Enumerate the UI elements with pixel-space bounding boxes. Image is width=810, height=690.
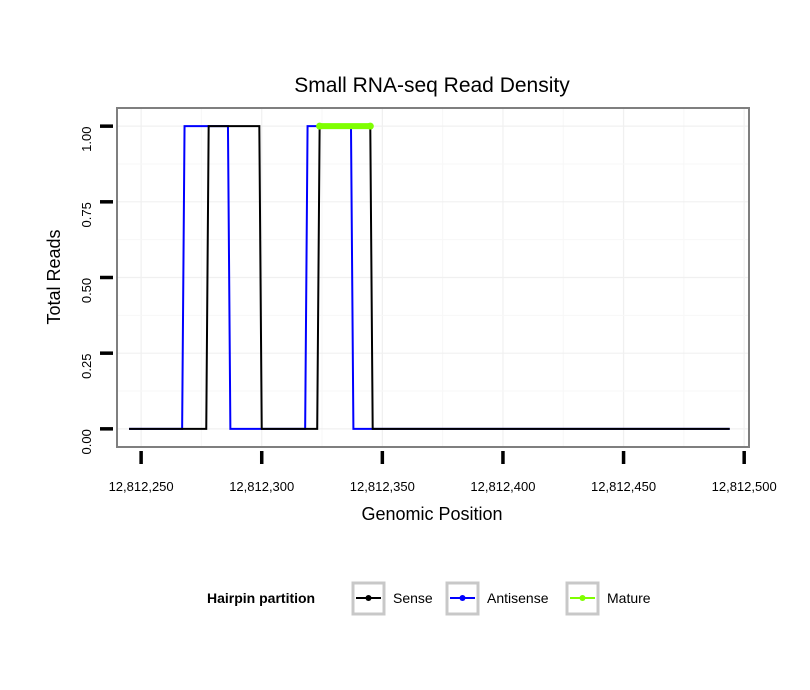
legend-title: Hairpin partition bbox=[207, 590, 315, 606]
x-tick-label: 12,812,250 bbox=[109, 479, 174, 494]
legend: Hairpin partition Sense Antisense Mature bbox=[207, 581, 651, 616]
series-point-mature bbox=[316, 122, 324, 130]
series-point-mature bbox=[366, 122, 374, 130]
y-tick-label: 0.50 bbox=[79, 278, 94, 303]
legend-key-point bbox=[459, 595, 466, 601]
chart-title: Small RNA-seq Read Density bbox=[294, 74, 570, 97]
legend-key-point bbox=[365, 595, 372, 601]
legend-label-mature: Mature bbox=[607, 590, 651, 606]
x-tick-label: 12,812,450 bbox=[591, 479, 656, 494]
x-tick-label: 12,812,350 bbox=[350, 479, 415, 494]
grid-lines bbox=[117, 108, 749, 447]
y-axis-title: Total Reads bbox=[44, 229, 64, 324]
legend-label-antisense: Antisense bbox=[487, 590, 549, 606]
series-line-sense bbox=[129, 125, 730, 430]
x-tick-label: 12,812,300 bbox=[229, 479, 294, 494]
axes: 12,812,250 12,812,300 12,812,350 12,812,400… bbox=[79, 124, 777, 494]
legend-label-sense: Sense bbox=[393, 590, 433, 606]
x-tick-label: 12,812,400 bbox=[470, 479, 535, 494]
y-tick-label: 0.75 bbox=[79, 202, 94, 227]
legend-key-point bbox=[579, 595, 586, 601]
y-tick-label: 0.25 bbox=[79, 354, 94, 379]
series-lines bbox=[129, 122, 730, 430]
x-tick-label: 12,812,500 bbox=[712, 479, 777, 494]
y-tick-label: 0.00 bbox=[79, 429, 94, 454]
y-tick-label: 1.00 bbox=[79, 127, 94, 152]
x-axis-title: Genomic Position bbox=[361, 504, 502, 524]
plot-border bbox=[116, 107, 750, 448]
